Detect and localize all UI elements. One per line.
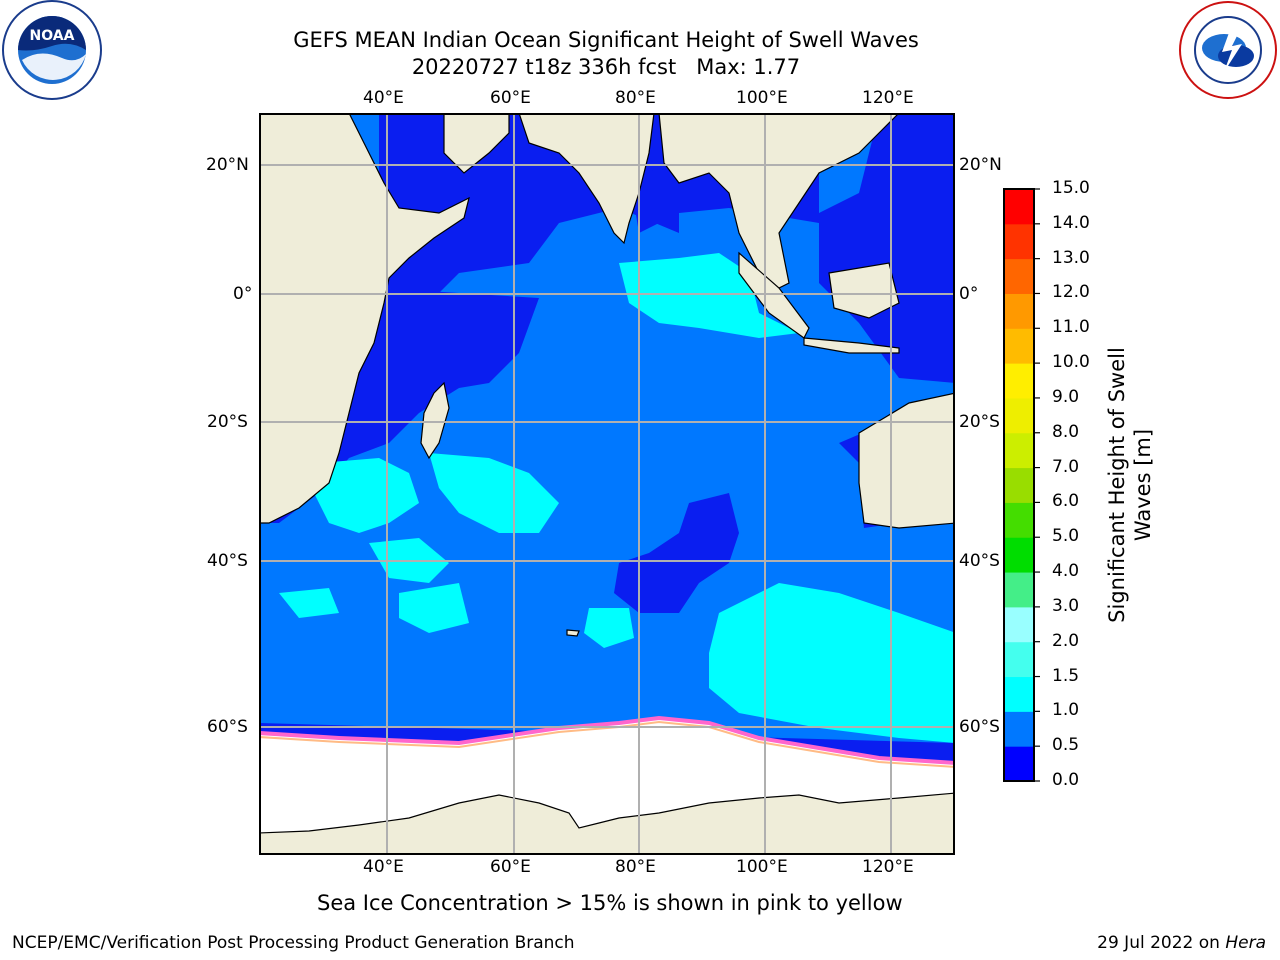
lon-label-bottom-80e: 80°E: [615, 857, 656, 877]
colorbar-tick-label: 1.5: [1052, 665, 1080, 686]
colorbar-swatch: [1004, 432, 1034, 469]
lat-label-right-60s: 60°S: [959, 717, 1000, 737]
colorbar: [1003, 188, 1040, 782]
lon-label-top-80e: 80°E: [615, 88, 656, 108]
lat-label-right-20n: 20°N: [959, 155, 1002, 175]
colorbar-tick-label: 0.5: [1052, 735, 1080, 756]
colorbar-title: Significant Height of Swell Waves [m]: [1105, 347, 1155, 623]
lat-label-left-20s: 20°S: [207, 412, 248, 432]
colorbar-tick-label: 11.0: [1052, 317, 1090, 338]
colorbar-swatch: [1004, 328, 1034, 364]
colorbar-swatch: [1004, 293, 1034, 329]
lon-label-bottom-120e: 120°E: [862, 857, 914, 877]
colorbar-tick-label: 15.0: [1052, 178, 1090, 198]
colorbar-swatch: [1004, 363, 1034, 399]
lon-label-bottom-60e: 60°E: [490, 857, 531, 877]
colorbar-tick-label: 2.0: [1052, 630, 1080, 651]
sea-ice-caption: Sea Ice Concentration > 15% is shown in …: [317, 891, 903, 915]
colorbar-tick-label: 7.0: [1052, 456, 1080, 477]
footer-host: Hera: [1225, 933, 1266, 953]
colorbar-swatch: [1004, 502, 1034, 538]
colorbar-swatch: [1004, 467, 1034, 503]
land-masses: [260, 114, 954, 854]
colorbar-tick-label: 13.0: [1052, 247, 1090, 268]
chart-title: GEFS MEAN Indian Ocean Significant Heigh…: [293, 28, 919, 52]
swell-1-1.5-region: [279, 253, 954, 743]
footer-date-text: 29 Jul 2022 on: [1097, 933, 1226, 953]
colorbar-tick-label: 8.0: [1052, 421, 1080, 442]
lat-label-left-40s: 40°S: [207, 551, 248, 571]
colorbar-tick-label: 9.0: [1052, 386, 1080, 407]
graticule: [260, 114, 954, 854]
lon-label-top-40e: 40°E: [363, 88, 404, 108]
lat-label-right-0: 0°: [959, 284, 979, 304]
colorbar-swatch: [1004, 641, 1034, 678]
colorbar-tick-label: 3.0: [1052, 595, 1080, 616]
lon-label-top-60e: 60°E: [490, 88, 531, 108]
map-area: [259, 113, 955, 855]
lat-label-right-40s: 40°S: [959, 551, 1000, 571]
colorbar-tick-label: 0.0: [1052, 770, 1080, 790]
nws-logo: [1179, 1, 1277, 99]
lon-label-top-120e: 120°E: [862, 88, 914, 108]
colorbar-frame: [1003, 188, 1035, 782]
lon-label-bottom-100e: 100°E: [736, 857, 788, 877]
footer-date: 29 Jul 2022 on Hera: [1097, 933, 1266, 953]
lat-label-left-20n: 20°N: [206, 155, 249, 175]
colorbar-swatch: [1004, 537, 1034, 573]
lon-label-bottom-40e: 40°E: [363, 857, 404, 877]
colorbar-tick-label: 10.0: [1052, 352, 1090, 373]
colorbar-swatch: [1004, 258, 1034, 294]
colorbar-tick-label: 6.0: [1052, 491, 1080, 512]
colorbar-swatch: [1004, 223, 1034, 260]
map-frame: [259, 113, 955, 855]
noaa-logo: NOAA: [2, 0, 102, 100]
colorbar-tick-label: 5.0: [1052, 526, 1080, 547]
colorbar-tick-label: 14.0: [1052, 212, 1090, 233]
colorbar-tick-label: 4.0: [1052, 561, 1080, 582]
colorbar-tick-label: 12.0: [1052, 282, 1090, 303]
colorbar-swatch: [1004, 606, 1034, 643]
lat-label-right-20s: 20°S: [959, 412, 1000, 432]
noaa-logo-text: NOAA: [30, 28, 75, 44]
lat-label-left-60s: 60°S: [207, 717, 248, 737]
lat-label-left-0: 0°: [233, 284, 253, 304]
colorbar-swatch: [1004, 746, 1034, 782]
colorbar-swatch: [1004, 711, 1034, 747]
colorbar-swatch: [1004, 397, 1034, 434]
colorbar-swatch: [1004, 189, 1034, 225]
colorbar-swatch: [1004, 572, 1034, 608]
sea-ice-edge: [260, 715, 954, 765]
footer-credit: NCEP/EMC/Verification Post Processing Pr…: [12, 933, 575, 953]
colorbar-swatch: [1004, 676, 1034, 712]
colorbar-tick-label: 1.0: [1052, 700, 1080, 721]
lon-label-top-100e: 100°E: [736, 88, 788, 108]
chart-subtitle: 20220727 t18z 336h fcst Max: 1.77: [411, 55, 801, 79]
